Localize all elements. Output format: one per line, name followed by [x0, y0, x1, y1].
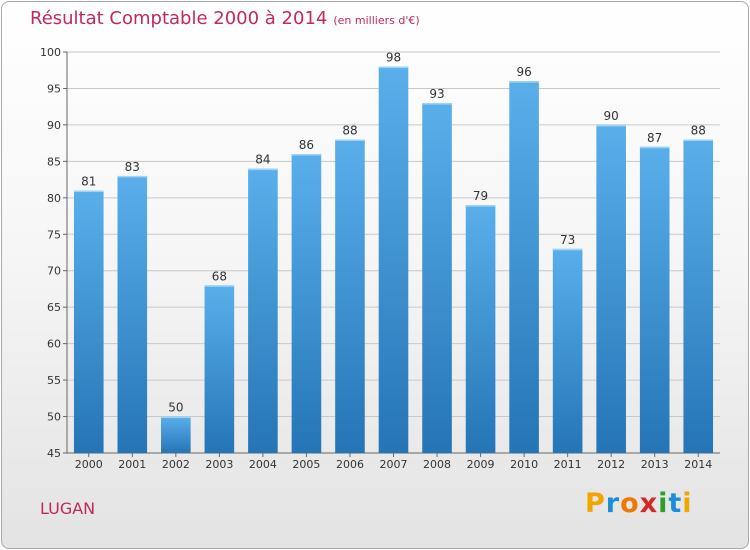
- proxiti-logo: Proxiti: [585, 488, 693, 519]
- bar: [335, 139, 365, 453]
- bar-highlight: [509, 81, 539, 83]
- data-label: 93: [429, 87, 444, 101]
- y-tick-label: 45: [47, 447, 61, 460]
- bar: [683, 139, 714, 453]
- data-label: 96: [516, 65, 531, 79]
- data-label: 68: [212, 269, 227, 283]
- y-tick-label: 65: [47, 301, 61, 314]
- bar-highlight: [73, 190, 104, 193]
- bar-highlight: [378, 66, 409, 69]
- bar: [117, 175, 148, 454]
- y-tick-label: 80: [47, 192, 61, 205]
- data-label: 84: [255, 153, 270, 167]
- data-label: 81: [81, 175, 96, 189]
- bars: [73, 66, 714, 454]
- y-tick-label: 55: [47, 374, 61, 387]
- x-tick-label: 2014: [684, 458, 712, 471]
- logo-letter: P: [585, 488, 606, 519]
- bar: [161, 416, 191, 453]
- location-name: LUGAN: [40, 499, 96, 518]
- x-tick-label: 2003: [205, 458, 233, 471]
- bar: [422, 103, 452, 453]
- logo-letter: t: [668, 488, 683, 519]
- bar-highlight: [639, 146, 670, 149]
- bar: [465, 205, 496, 453]
- bar-highlight: [161, 416, 191, 419]
- chart-title: Résultat Comptable 2000 à 2014: [30, 8, 328, 29]
- bar-highlight: [204, 285, 235, 287]
- bar-highlight: [335, 139, 365, 141]
- x-tick-label: 2012: [597, 458, 625, 471]
- data-label: 90: [604, 109, 619, 123]
- x-tick-label: 2004: [249, 458, 277, 471]
- data-label: 79: [473, 189, 488, 203]
- x-tick-label: 2000: [75, 458, 103, 471]
- data-label: 50: [168, 401, 183, 415]
- x-tick-label: 2007: [380, 458, 408, 471]
- x-tick-label: 2009: [467, 458, 495, 471]
- data-label: 86: [299, 138, 314, 152]
- y-tick-label: 50: [47, 411, 61, 424]
- x-tick-label: 2013: [641, 458, 669, 471]
- y-tick-label: 90: [47, 119, 61, 132]
- logo-letter: i: [682, 488, 693, 519]
- data-label: 88: [342, 123, 357, 137]
- y-tick-label: 60: [47, 338, 61, 351]
- bar: [552, 248, 583, 453]
- bar-highlight: [683, 139, 714, 141]
- bar-highlight: [596, 124, 626, 127]
- logo-letter: x: [639, 488, 659, 519]
- data-label: 87: [647, 131, 662, 145]
- y-tick-label: 85: [47, 155, 61, 168]
- logo-letter: i: [658, 488, 669, 519]
- y-tick-label: 95: [47, 82, 61, 95]
- bar-highlight: [465, 205, 496, 207]
- bar: [509, 81, 539, 453]
- bar: [73, 190, 104, 453]
- x-tick-label: 2008: [423, 458, 451, 471]
- bar: [204, 285, 235, 453]
- x-tick-label: 2002: [162, 458, 190, 471]
- bar-highlight: [117, 175, 148, 178]
- y-tick-label: 70: [47, 265, 61, 278]
- bar-highlight: [248, 168, 278, 171]
- y-tick-label: 75: [47, 228, 61, 241]
- logo-letter: r: [605, 488, 621, 519]
- x-tick-label: 2006: [336, 458, 364, 471]
- logo-letter: o: [620, 488, 640, 519]
- chart-subtitle: (en milliers d'€): [333, 14, 420, 27]
- bar: [291, 154, 322, 453]
- bar: [248, 168, 278, 453]
- data-label: 88: [691, 123, 706, 137]
- x-tick-label: 2010: [510, 458, 538, 471]
- chart-title-block: Résultat Comptable 2000 à 2014 (en millie…: [30, 8, 420, 29]
- y-tick-label: 100: [40, 46, 61, 59]
- x-tick-label: 2001: [118, 458, 146, 471]
- bar-highlight: [552, 248, 583, 251]
- bar-highlight: [422, 103, 452, 105]
- x-tick-label: 2011: [554, 458, 582, 471]
- bar: [596, 124, 626, 453]
- bar-highlight: [291, 154, 322, 156]
- bar: [378, 66, 409, 453]
- data-label: 83: [125, 160, 140, 174]
- data-label: 98: [386, 51, 401, 65]
- data-label: 73: [560, 233, 575, 247]
- bar: [639, 146, 670, 454]
- labels: 45 50 55 60 65 70 75 80 85 90 95 100 81 2000 83 2001 50 2…: [40, 46, 712, 471]
- x-tick-label: 2005: [292, 458, 320, 471]
